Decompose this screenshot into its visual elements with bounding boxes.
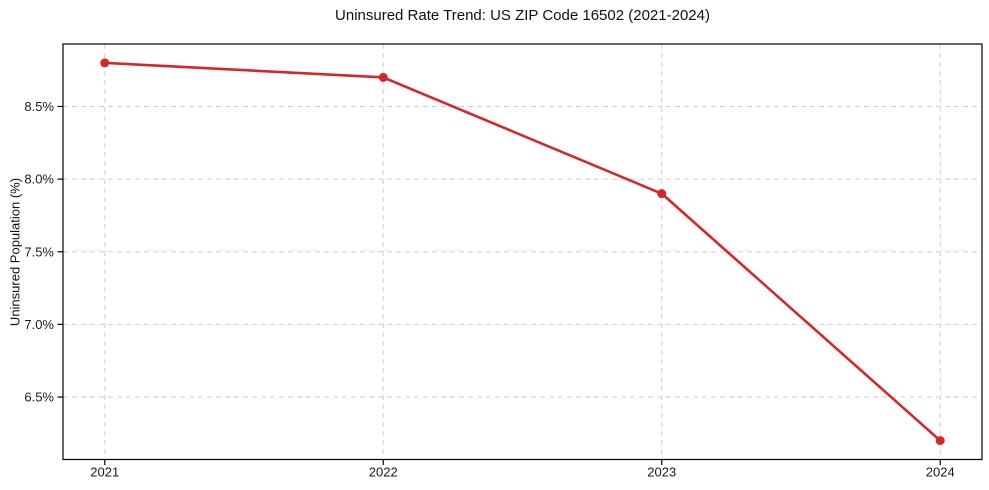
y-tick-label: 7.5% bbox=[24, 244, 54, 259]
data-point bbox=[657, 189, 667, 199]
chart-title: Uninsured Rate Trend: US ZIP Code 16502 … bbox=[335, 7, 710, 24]
x-tick-label: 2023 bbox=[647, 465, 676, 480]
x-tick-label: 2021 bbox=[90, 465, 119, 480]
y-tick-label: 8.0% bbox=[24, 172, 54, 187]
data-point bbox=[100, 58, 110, 68]
y-tick-label: 7.0% bbox=[24, 317, 54, 332]
x-tick-label: 2024 bbox=[926, 465, 955, 480]
y-tick-label: 6.5% bbox=[24, 390, 54, 405]
data-line bbox=[103, 61, 942, 442]
y-tick-label: 8.5% bbox=[24, 99, 54, 114]
x-tick-label: 2022 bbox=[369, 465, 398, 480]
data-point bbox=[935, 436, 945, 446]
data-point bbox=[378, 72, 388, 82]
